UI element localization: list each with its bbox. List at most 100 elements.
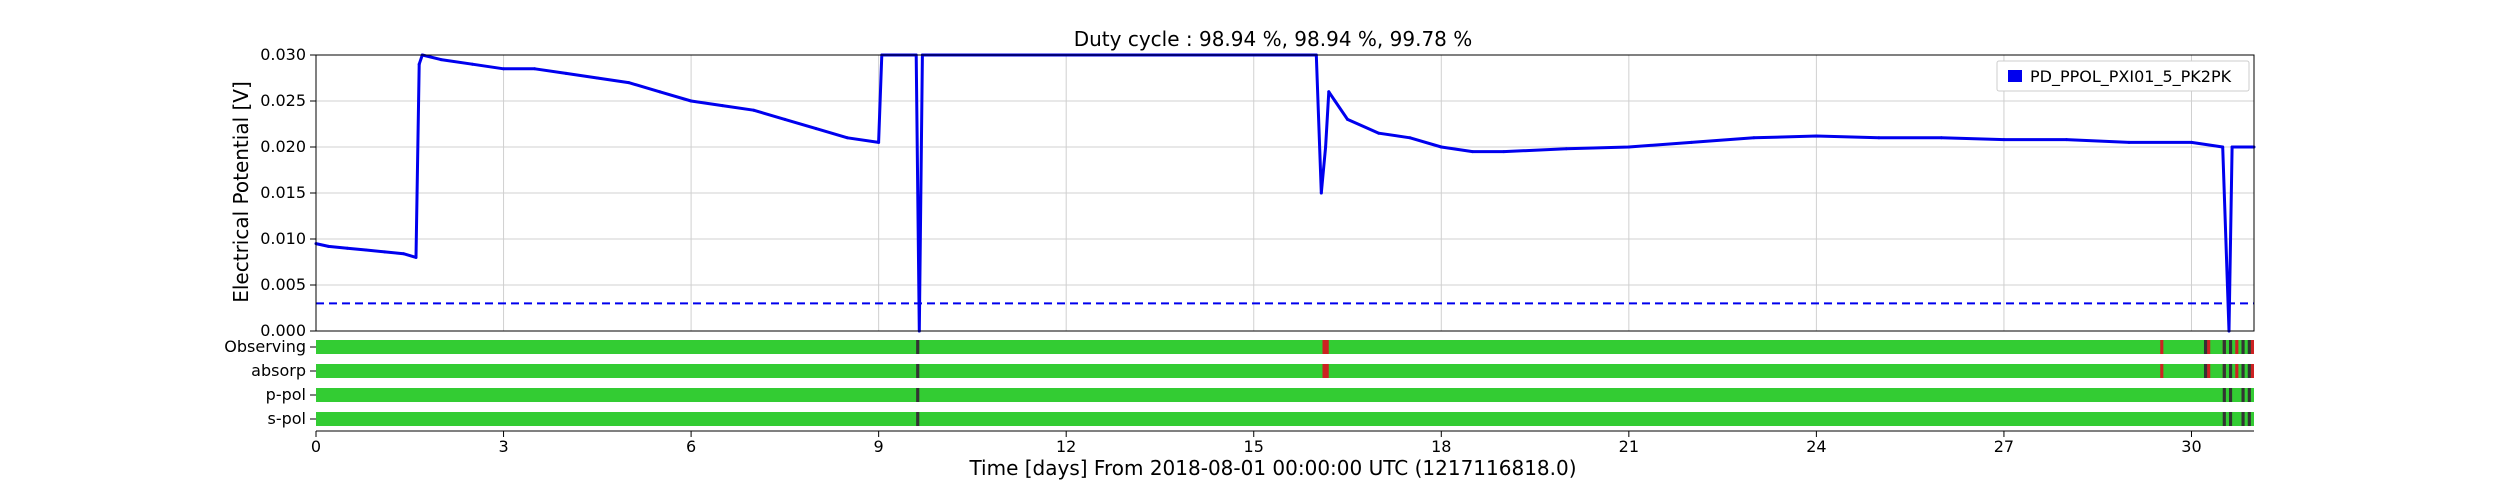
segment-gap-block [2241,364,2245,378]
segment-flagged-block [2235,364,2239,378]
segment-gap-block [2241,340,2245,354]
y-tick-label: 0.020 [260,137,306,156]
segment-gap-block [2228,364,2233,378]
x-axis-ticks: 0 3 6 9 12 15 18 21 24 27 30 [311,430,2254,456]
x-tick-label: 9 [874,437,884,456]
segment-gap-block [2247,388,2251,402]
segment-active-bar [316,412,2254,426]
segment-flagged-block [1322,364,1329,378]
data-point [1627,145,1631,149]
segment-gap-block [916,412,920,426]
data-point [414,255,418,259]
y-axis-ticks: 0.000 0.005 0.010 0.015 0.020 0.025 0.030 [260,45,316,340]
data-point [1327,90,1331,94]
segment-flagged-block [1322,340,1329,354]
segment-flagged-block [2160,364,2164,378]
x-tick-label: 6 [686,437,696,456]
data-point [345,246,349,250]
segment-gap-block [2228,340,2233,354]
data-point [364,248,368,252]
segment-gap-block [2203,340,2208,354]
segment-gap-block [2203,364,2208,378]
data-point [752,108,756,112]
segment-flagged-block [2160,340,2164,354]
legend-label: PD_PPOL_PXI01_5_PK2PK [2030,67,2232,87]
data-point [1319,191,1323,195]
data-point [658,90,662,94]
data-point [2002,138,2006,142]
data-point [783,117,787,121]
x-tick-label: 21 [1619,437,1639,456]
y-tick-label: 0.030 [260,45,306,64]
segment-row: Observing [224,337,2254,356]
data-point [1439,145,1443,149]
data-point [1471,150,1474,154]
data-point [439,58,443,62]
segment-gap-block [2228,412,2233,426]
y-tick-label: 0.010 [260,229,306,248]
segment-gap-block [2228,388,2233,402]
y-tick-label: 0.015 [260,183,306,202]
segment-gap-block [2222,388,2226,402]
segment-flagged-block [2250,340,2254,354]
data-point [720,104,724,108]
segment-gap-block [2241,412,2245,426]
data-point [402,252,405,256]
data-point [1564,147,1568,151]
x-axis-label: Time [days] From 2018-08-01 00:00:00 UTC… [968,456,1576,480]
data-point [2230,145,2234,149]
data-point [1689,140,1693,144]
segment-row: p-pol [266,385,2254,404]
data-point [1333,99,1337,103]
legend[interactable]: PD_PPOL_PXI01_5_PK2PK [1996,60,2250,92]
data-point [383,250,387,254]
segment-flagged-block [2235,340,2239,354]
x-tick-label: 15 [1244,437,1264,456]
data-point [1324,145,1328,149]
data-point [1502,150,1506,154]
y-tick-label: 0.000 [260,321,306,340]
segment-gap-block [2241,388,2245,402]
y-axis-label: Electrical Potential [V] [229,81,253,303]
data-point [1814,134,1818,138]
segment-gap-block [2222,340,2226,354]
segment-row: absorp [251,361,2254,380]
x-tick-label: 18 [1431,437,1451,456]
data-point [1346,117,1349,121]
segment-active-bar [316,388,2254,402]
data-point [533,67,537,71]
segment-gap-block [2222,412,2226,426]
data-point [564,71,568,75]
data-point [1408,136,1412,140]
y-tick-label: 0.005 [260,275,306,294]
data-point [1939,136,1943,140]
x-tick-label: 24 [1806,437,1826,456]
data-point [1752,136,1756,140]
segment-gap-block [916,340,920,354]
y-tick-label: 0.025 [260,91,306,110]
segment-active-bar [316,364,2254,378]
data-point [814,127,818,131]
data-point [2233,145,2237,149]
segment-gap-block [916,388,920,402]
data-point [627,81,631,85]
chart-title: Duty cycle : 98.94 %, 98.94 %, 99.78 % [1074,27,1473,51]
segment-flagged-block [2250,364,2254,378]
data-point [1877,136,1881,140]
data-point [470,62,474,66]
segment-gap-block [916,364,920,378]
x-tick-label: 12 [1056,437,1076,456]
data-point [595,76,599,80]
data-point [2127,140,2131,144]
data-point [502,67,505,71]
segment-row-label: s-pol [268,409,307,428]
data-point [2190,140,2193,144]
x-tick-label: 3 [498,437,508,456]
grid [315,54,2254,332]
data-point [2221,145,2225,149]
segment-row-label: absorp [251,361,306,380]
segment-row-label: Observing [224,337,306,356]
data-point [2065,138,2068,142]
segment-row-label: p-pol [266,385,306,404]
data-point [845,136,849,140]
